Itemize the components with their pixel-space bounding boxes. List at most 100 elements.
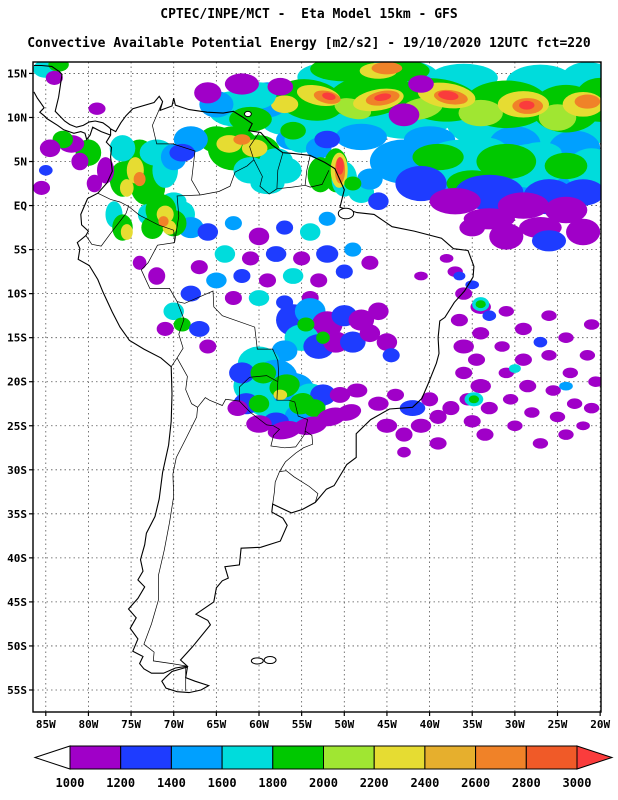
- colorbar-segment: [424, 745, 477, 770]
- map-layers: [33, 62, 601, 712]
- cape-patch: [335, 123, 387, 151]
- axis-labels: 15N 10N 5N EQ 5S 10S 15S 20S 25S 30S 35S 40S 45S 50S 5…: [7, 67, 610, 731]
- cape-patch: [458, 99, 503, 127]
- cape-patch: [559, 381, 573, 391]
- cape-patch: [494, 341, 510, 352]
- cape-patch: [39, 139, 61, 158]
- country-border: [272, 471, 280, 505]
- colorbar-label: 2200: [360, 776, 389, 790]
- cape-patch: [344, 176, 362, 191]
- island: [337, 207, 355, 220]
- cape-patch: [545, 385, 561, 396]
- cape-patch: [310, 62, 379, 82]
- lat-label: 5N: [14, 156, 27, 169]
- cape-patch: [386, 388, 405, 402]
- country-border: [85, 206, 129, 247]
- south-america-coastline: [76, 95, 475, 674]
- lat-label: 15S: [7, 332, 27, 345]
- cape-patch: [482, 310, 497, 321]
- country-border: [97, 192, 129, 207]
- lat-label: 15N: [7, 67, 27, 80]
- axis-ticks: [29, 72, 601, 716]
- country-border: [176, 357, 198, 408]
- country-border: [253, 159, 278, 195]
- cape-patch: [310, 273, 328, 288]
- lon-label: 45W: [377, 718, 397, 731]
- cape-patch: [314, 130, 340, 149]
- cape-patch: [507, 420, 523, 432]
- cape-patch: [388, 103, 420, 127]
- cape-patch: [199, 339, 217, 354]
- cape-patch: [297, 317, 315, 332]
- country-border: [279, 430, 314, 472]
- lon-label: 20W: [590, 718, 610, 731]
- cape-patch: [194, 82, 222, 104]
- cape-patch: [265, 246, 287, 262]
- cape-patch: [48, 62, 69, 72]
- colorbar-label: 1800: [258, 776, 287, 790]
- cape-patch: [514, 353, 532, 366]
- cape-patch: [472, 327, 490, 340]
- country-border: [177, 290, 279, 382]
- colorbar-segment: [272, 745, 324, 770]
- cape-patch: [141, 216, 164, 240]
- cape-patch: [248, 227, 270, 246]
- cape-patch: [344, 242, 362, 257]
- colorbar-segment: [69, 745, 122, 770]
- cape-patch: [148, 267, 166, 285]
- tierra-del-fuego-coastline: [161, 666, 211, 694]
- cape-patch: [489, 223, 524, 250]
- cape-patch: [468, 395, 480, 404]
- cape-patch: [241, 139, 268, 158]
- cape-patch: [502, 394, 519, 405]
- country-border: [152, 101, 201, 196]
- lon-label: 65W: [206, 718, 226, 731]
- country-border: [143, 407, 198, 667]
- colorbar-segment: [373, 745, 426, 770]
- cape-patch: [248, 394, 270, 413]
- cape-patch: [214, 245, 236, 263]
- cape-patch: [318, 211, 336, 226]
- lat-label: EQ: [14, 200, 28, 213]
- cape-patch: [189, 320, 210, 337]
- cape-patch: [258, 273, 277, 288]
- map-frame: [32, 61, 602, 713]
- cape-patch: [158, 216, 169, 227]
- cape-patch: [336, 157, 344, 175]
- cape-patch: [120, 224, 133, 240]
- cape-patch: [429, 437, 447, 450]
- country-border: [249, 132, 260, 160]
- cape-patch: [508, 364, 521, 373]
- cape-patch: [133, 172, 146, 187]
- cape-patch: [371, 62, 403, 75]
- colorbar-label: 2400: [410, 776, 439, 790]
- cape-patch: [442, 401, 460, 416]
- cape-patch: [45, 70, 63, 85]
- country-border: [200, 159, 255, 196]
- colorbar: 1000 1200 1400 1600 1800 2000 2200 2400 2600 2800…: [33, 745, 614, 790]
- lon-label: 55W: [292, 718, 312, 731]
- country-border: [239, 375, 278, 402]
- cape-patch: [246, 415, 272, 433]
- cape-patch: [588, 376, 601, 387]
- cape-patch: [374, 93, 392, 101]
- lat-label: 10S: [7, 288, 27, 301]
- cape-patch: [368, 192, 389, 211]
- colorbar-label: 1400: [157, 776, 186, 790]
- cape-patch: [497, 192, 549, 219]
- cape-patch: [395, 165, 447, 202]
- cape-patch: [541, 350, 557, 361]
- island: [263, 656, 277, 665]
- cape-patch: [368, 396, 389, 411]
- cape-patch: [455, 366, 473, 380]
- cape-patch: [368, 302, 389, 321]
- lat-label: 45S: [7, 596, 27, 609]
- cape-patch: [421, 392, 439, 407]
- title-field-line: Convective Available Potential Energy [m…: [27, 36, 591, 51]
- island: [244, 110, 252, 118]
- cape-patch: [459, 218, 485, 237]
- lat-label: 50S: [7, 640, 27, 653]
- country-border: [304, 155, 311, 186]
- cape-patch: [476, 428, 494, 441]
